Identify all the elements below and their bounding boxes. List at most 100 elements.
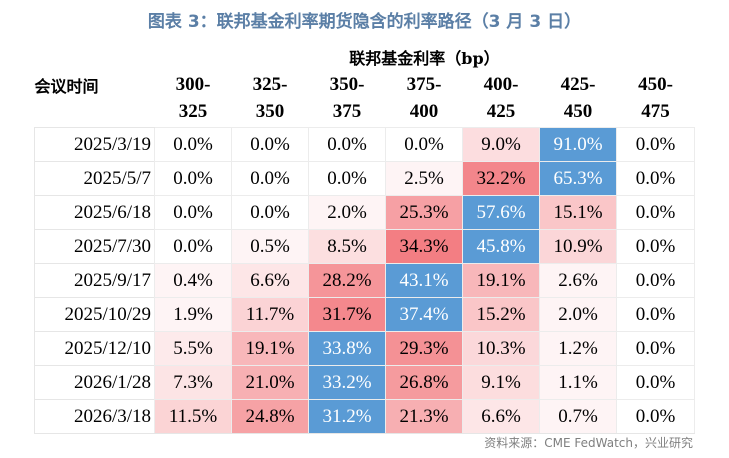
probability-cell: 0.0% bbox=[154, 127, 232, 162]
probability-cell: 11.5% bbox=[154, 399, 232, 434]
rate-range-upper: 450 bbox=[563, 101, 593, 122]
probability-cell: 91.0% bbox=[539, 127, 617, 162]
table-row: 2025/5/7 0.0% 0.0% 0.0% 2.5% 32.2% 65.3% 0.0% bbox=[34, 161, 695, 196]
probability-cell: 25.3% bbox=[385, 195, 463, 230]
rate-range-lower: 425- bbox=[560, 74, 596, 95]
rate-range-header: 425- 450 bbox=[539, 69, 617, 128]
probability-cell: 5.5% bbox=[154, 331, 232, 366]
probability-cell: 0.0% bbox=[385, 127, 463, 162]
probability-cell: 0.0% bbox=[308, 127, 386, 162]
rate-range-lower: 375- bbox=[406, 74, 442, 95]
probability-cell: 2.5% bbox=[385, 161, 463, 196]
probability-cell: 21.3% bbox=[385, 399, 463, 434]
probability-cell: 6.6% bbox=[231, 263, 309, 298]
probability-cell: 0.0% bbox=[616, 365, 695, 400]
probability-cell: 0.5% bbox=[231, 229, 309, 264]
meeting-date-cell: 2025/3/19 bbox=[34, 127, 155, 162]
probability-cell: 33.8% bbox=[308, 331, 386, 366]
meeting-date-header: 会议时间 bbox=[34, 43, 155, 128]
probability-cell: 8.5% bbox=[308, 229, 386, 264]
probability-cell: 1.2% bbox=[539, 331, 617, 366]
table-row: 2025/7/30 0.0% 0.5% 8.5% 34.3% 45.8% 10.9% 0.0% bbox=[34, 229, 695, 264]
probability-cell: 0.7% bbox=[539, 399, 617, 434]
probability-cell: 0.0% bbox=[616, 297, 695, 332]
rate-range-upper: 325 bbox=[178, 101, 208, 122]
probability-cell: 0.0% bbox=[154, 195, 232, 230]
meeting-date-cell: 2026/1/28 bbox=[34, 365, 155, 400]
probability-cell: 0.0% bbox=[154, 229, 232, 264]
rate-range-upper: 475 bbox=[641, 101, 670, 122]
probability-cell: 33.2% bbox=[308, 365, 386, 400]
rate-range-header: 350- 375 bbox=[308, 69, 386, 128]
chart-title: 图表 3：联邦基金利率期货隐含的利率路径（3 月 3 日） bbox=[147, 12, 582, 32]
probability-cell: 26.8% bbox=[385, 365, 463, 400]
probability-cell: 1.9% bbox=[154, 297, 232, 332]
table-row: 2025/12/10 5.5% 19.1% 33.8% 29.3% 10.3% 1.2% 0.… bbox=[34, 331, 695, 366]
rate-range-header: 300- 325 bbox=[154, 69, 232, 128]
rate-range-header: 400- 425 bbox=[462, 69, 540, 128]
probability-cell: 0.4% bbox=[154, 263, 232, 298]
probability-cell: 0.0% bbox=[231, 127, 309, 162]
probability-cell: 29.3% bbox=[385, 331, 463, 366]
probability-cell: 15.1% bbox=[539, 195, 617, 230]
probability-cell: 2.0% bbox=[539, 297, 617, 332]
probability-cell: 10.3% bbox=[462, 331, 540, 366]
probability-cell: 2.0% bbox=[308, 195, 386, 230]
probability-cell: 10.9% bbox=[539, 229, 617, 264]
probability-cell: 0.0% bbox=[308, 161, 386, 196]
probability-cell: 0.0% bbox=[616, 161, 695, 196]
rate-range-header: 375- 400 bbox=[385, 69, 463, 128]
rate-range-upper: 350 bbox=[255, 101, 285, 122]
probability-cell: 9.1% bbox=[462, 365, 540, 400]
table-row: 2025/10/29 1.9% 11.7% 31.7% 37.4% 15.2% 2.0% 0.… bbox=[34, 297, 695, 332]
table-row: 2025/6/18 0.0% 0.0% 2.0% 25.3% 57.6% 15.1% 0.0% bbox=[34, 195, 695, 230]
probability-cell: 0.0% bbox=[154, 161, 232, 196]
rate-range-upper: 400 bbox=[409, 101, 439, 122]
probability-cell: 1.1% bbox=[539, 365, 617, 400]
probability-cell: 32.2% bbox=[462, 161, 540, 196]
probability-cell: 11.7% bbox=[231, 297, 309, 332]
probability-cell: 9.0% bbox=[462, 127, 540, 162]
meeting-date-cell: 2025/6/18 bbox=[34, 195, 155, 230]
probability-cell: 0.0% bbox=[616, 399, 695, 434]
rate-range-header: 450- 475 bbox=[616, 69, 695, 128]
rate-probability-table: 会议时间 联邦基金利率（bp） 300- 325 325- 350 350- 375 375… bbox=[34, 43, 695, 434]
probability-cell: 19.1% bbox=[462, 263, 540, 298]
probability-cell: 57.6% bbox=[462, 195, 540, 230]
probability-cell: 15.2% bbox=[462, 297, 540, 332]
probability-cell: 7.3% bbox=[154, 365, 232, 400]
meeting-date-cell: 2025/10/29 bbox=[34, 297, 155, 332]
meeting-date-cell: 2025/9/17 bbox=[34, 263, 155, 298]
table-row: 2025/9/17 0.4% 6.6% 28.2% 43.1% 19.1% 2.6% 0.0% bbox=[34, 263, 695, 298]
source-note: 资料来源：CME FedWatch，兴业研究 bbox=[484, 436, 693, 450]
rate-range-header: 325- 350 bbox=[231, 69, 309, 128]
probability-cell: 65.3% bbox=[539, 161, 617, 196]
probability-cell: 19.1% bbox=[231, 331, 309, 366]
probability-cell: 0.0% bbox=[231, 161, 309, 196]
rate-range-upper: 425 bbox=[486, 101, 516, 122]
meeting-date-cell: 2025/7/30 bbox=[34, 229, 155, 264]
probability-cell: 37.4% bbox=[385, 297, 463, 332]
probability-cell: 0.0% bbox=[231, 195, 309, 230]
probability-cell: 0.0% bbox=[616, 229, 695, 264]
rate-range-upper: 375 bbox=[332, 101, 362, 122]
rate-range-lower: 400- bbox=[483, 74, 519, 95]
probability-cell: 34.3% bbox=[385, 229, 463, 264]
probability-cell: 31.7% bbox=[308, 297, 386, 332]
fed-funds-rate-header: 联邦基金利率（bp） bbox=[154, 43, 695, 69]
table-row: 2026/3/18 11.5% 24.8% 31.2% 21.3% 6.6% 0.7% 0.0… bbox=[34, 399, 695, 434]
probability-cell: 21.0% bbox=[231, 365, 309, 400]
rate-range-lower: 450- bbox=[638, 74, 673, 95]
probability-cell: 0.0% bbox=[616, 127, 695, 162]
probability-cell: 43.1% bbox=[385, 263, 463, 298]
probability-cell: 2.6% bbox=[539, 263, 617, 298]
table-row: 2025/3/19 0.0% 0.0% 0.0% 0.0% 9.0% 91.0% 0.0% bbox=[34, 127, 695, 162]
probability-cell: 0.0% bbox=[616, 263, 695, 298]
rate-range-lower: 350- bbox=[329, 74, 365, 95]
probability-cell: 0.0% bbox=[616, 331, 695, 366]
probability-cell: 24.8% bbox=[231, 399, 309, 434]
probability-cell: 6.6% bbox=[462, 399, 540, 434]
table-row: 2026/1/28 7.3% 21.0% 33.2% 26.8% 9.1% 1.1% 0.0% bbox=[34, 365, 695, 400]
probability-cell: 45.8% bbox=[462, 229, 540, 264]
rate-range-lower: 300- bbox=[175, 74, 211, 95]
